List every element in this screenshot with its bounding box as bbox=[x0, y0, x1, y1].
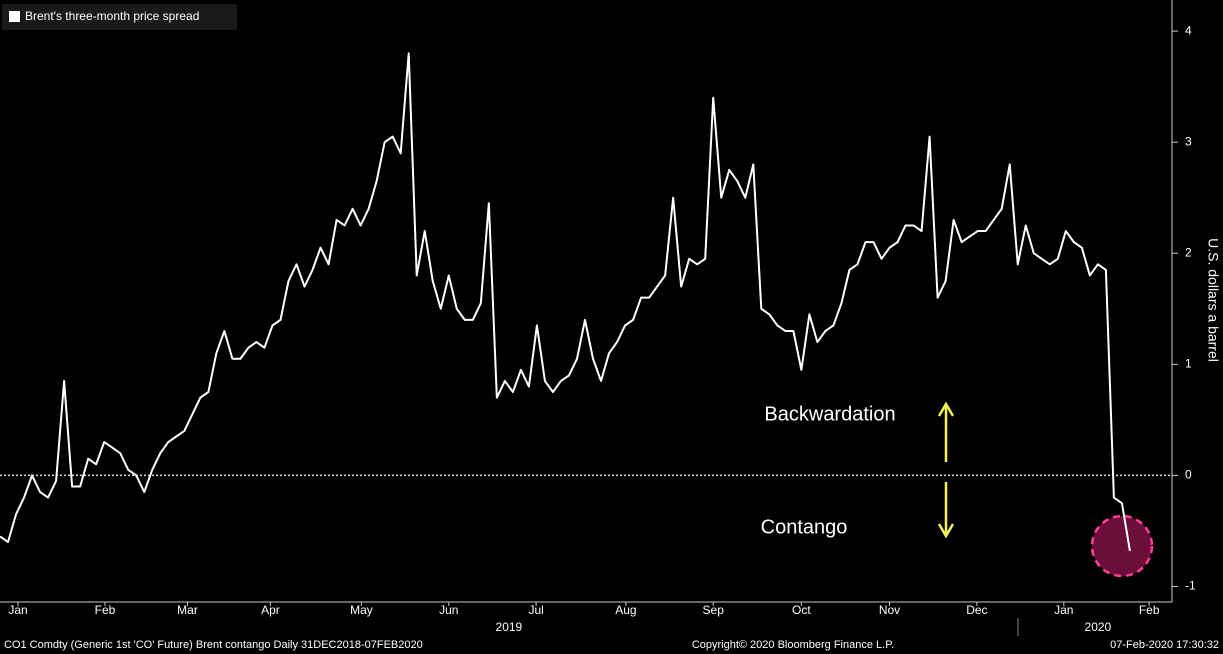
y-tick-label: 2 bbox=[1185, 245, 1192, 259]
footer-center: Copyright© 2020 Bloomberg Finance L.P. bbox=[692, 639, 894, 651]
x-tick-label: Aug bbox=[615, 603, 636, 617]
x-tick-label: Dec bbox=[966, 603, 987, 617]
x-tick-label: Apr bbox=[261, 603, 280, 617]
highlight-circle bbox=[1090, 514, 1154, 578]
x-tick-label: Feb bbox=[95, 603, 116, 617]
y-tick-label: 0 bbox=[1185, 468, 1192, 482]
footer-right: 07-Feb-2020 17:30:32 bbox=[1110, 639, 1219, 651]
y-tick-label: 3 bbox=[1185, 134, 1192, 148]
annotation: Backwardation bbox=[764, 403, 895, 425]
x-tick-label: Jan bbox=[1054, 603, 1073, 617]
footer-left: CO1 Comdty (Generic 1st 'CO' Future) Bre… bbox=[4, 639, 423, 651]
x-tick-label: May bbox=[350, 603, 373, 617]
series-line bbox=[0, 52, 1131, 552]
arrows bbox=[937, 401, 955, 539]
y-axis-label: U.S. dollars a barrel bbox=[1205, 238, 1221, 362]
x-tick-label: Jan bbox=[8, 603, 27, 617]
x-tick-label: Oct bbox=[792, 603, 811, 617]
y-tick-label: 4 bbox=[1185, 23, 1192, 37]
legend-label: Brent's three-month price spread bbox=[25, 9, 199, 23]
x-tick-label: Jul bbox=[528, 603, 543, 617]
x-tick-label: Nov bbox=[879, 603, 900, 617]
x-tick-label: Mar bbox=[177, 603, 198, 617]
y-tick-label: 1 bbox=[1185, 356, 1192, 370]
x-tick-label: Jun bbox=[439, 603, 458, 617]
x-tick-label: Feb bbox=[1139, 603, 1160, 617]
legend-swatch bbox=[9, 11, 20, 22]
annotation: Contango bbox=[761, 516, 848, 538]
x-tick-label: Sep bbox=[703, 603, 725, 617]
year-label: 2019 bbox=[496, 620, 523, 634]
year-label: 2020 bbox=[1085, 620, 1112, 634]
legend-box bbox=[2, 4, 237, 30]
y-tick-label: -1 bbox=[1185, 579, 1196, 593]
